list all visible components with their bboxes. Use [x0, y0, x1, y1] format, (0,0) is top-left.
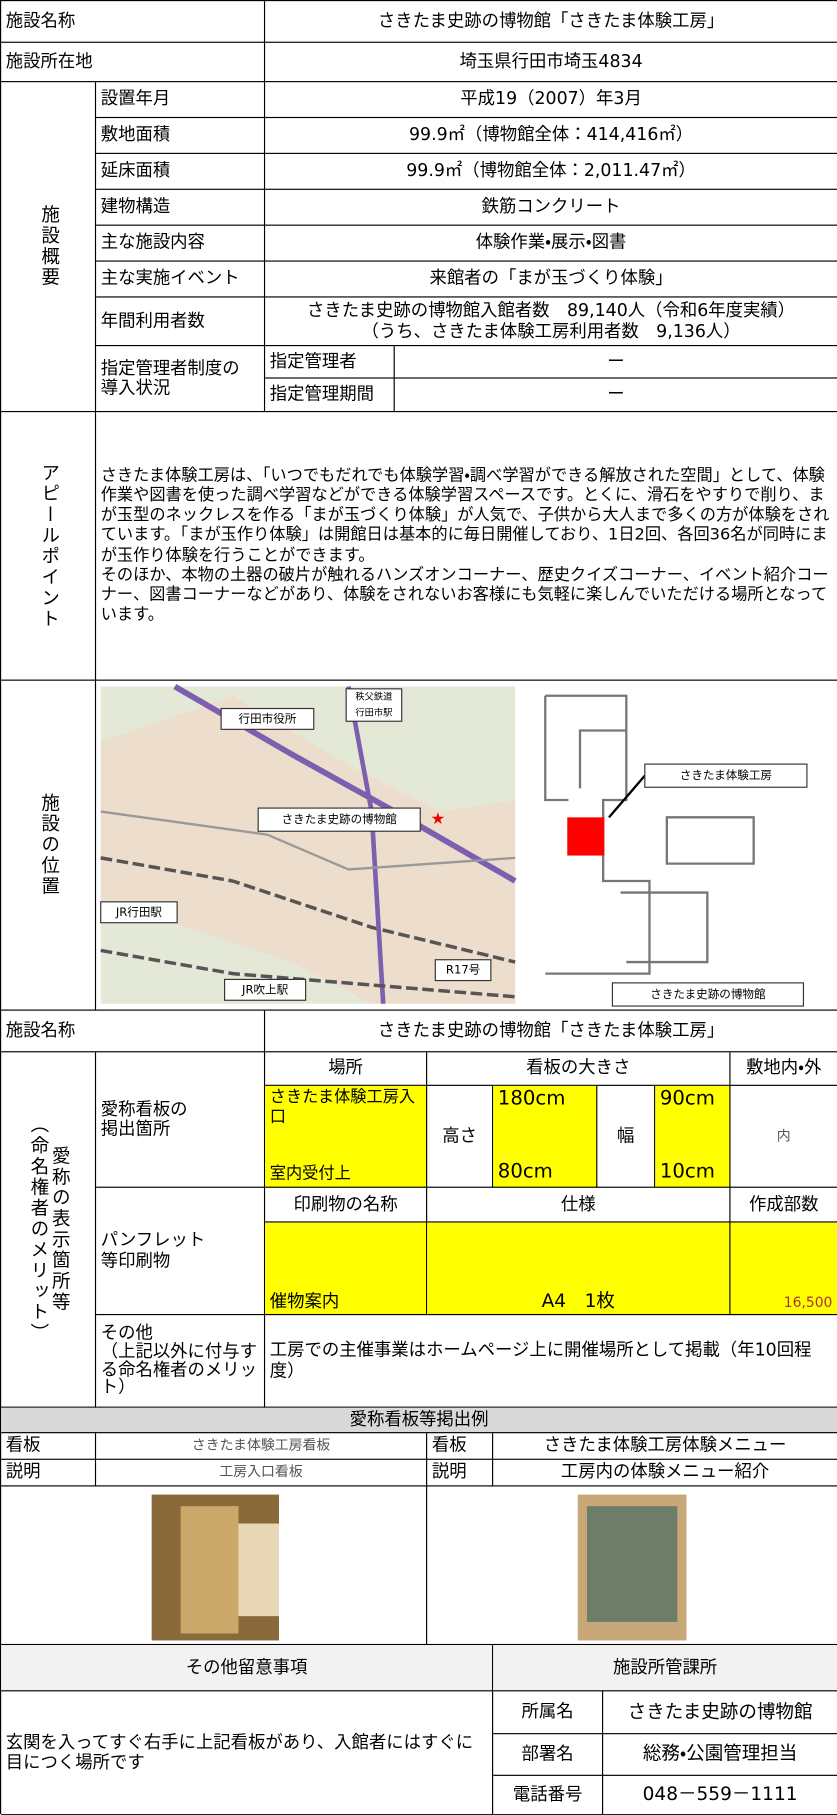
table-cell: 愛称看板等掲出例	[1, 1407, 837, 1434]
table-cell: 工房入口看板	[96, 1459, 428, 1487]
table-cell: 玄関を入ってすぐ右手に上記看板があり、入館者にはすぐに目につく場所です	[1, 1691, 494, 1815]
table-cell: ー	[394, 346, 837, 379]
table-cell: 16,500	[730, 1222, 837, 1316]
cell-text: 80cm	[497, 1160, 553, 1184]
table-cell: 平成19（2007）年3月	[265, 82, 837, 119]
table-cell: 主な施設内容	[96, 225, 266, 262]
table-cell: 施設所管課所	[493, 1645, 837, 1692]
table-cell: ー	[394, 379, 837, 413]
table-cell: 施設名称	[1, 1, 266, 43]
table-cell	[427, 1486, 837, 1646]
table-cell: 90cm 10cm	[655, 1085, 731, 1188]
table-cell: パンフレット 等印刷物	[96, 1187, 266, 1316]
table-cell: 施設所在地	[1, 42, 266, 83]
table-cell: 来館者の「まが玉づくり体験」	[265, 262, 837, 298]
table-cell: 99.9㎡（博物館全体：414,416㎡）	[265, 118, 837, 154]
table-cell: 説明	[427, 1459, 494, 1487]
table-cell: 指定管理期間	[265, 378, 395, 413]
table-cell: 作成部数	[730, 1188, 837, 1223]
table-cell: 埼玉県行田市埼玉4834	[265, 43, 837, 83]
table-cell: 催物案内	[265, 1222, 428, 1316]
cell-text: さきたま史跡の博物館入館者数 89,140人（令和6年度実績）	[307, 300, 796, 321]
table-cell	[1, 1486, 428, 1646]
table-cell: 愛称看板の 掲出箇所	[96, 1052, 266, 1188]
table-cell: 所属名	[493, 1691, 604, 1735]
table-cell: さきたま史跡の博物館	[603, 1691, 837, 1735]
table-cell: A4 1枚	[427, 1222, 731, 1316]
table-cell: さきたま史跡の博物館「さきたま体験工房」	[265, 1011, 837, 1053]
table-cell: 延床面積	[96, 153, 266, 190]
table-cell: 敷地面積	[96, 118, 266, 154]
table-cell: 施設概要	[1, 82, 97, 413]
table-cell: 場所	[265, 1052, 428, 1086]
table-cell: 施設の位置	[1, 680, 97, 1011]
table-cell: 看板	[1, 1433, 97, 1460]
table-cell: 体験作業・展示・図書	[265, 226, 837, 262]
table-cell: 内	[730, 1086, 837, 1188]
cell-text: 施設の位置	[37, 793, 60, 898]
cell-text: さきたま体験工房入口	[269, 1088, 416, 1127]
cell-text: 施設概要	[37, 204, 60, 289]
table-cell: 部署名	[493, 1734, 604, 1776]
table-cell: 電話番号	[493, 1775, 604, 1815]
table-cell: さきたま体験工房体験メニュー	[493, 1433, 837, 1460]
table-cell: 愛称の表示箇所等 （命名権者のメリット）	[1, 1052, 97, 1408]
table-cell: 指定管理者制度の 導入状況	[96, 346, 266, 413]
table-cell: 048－559－1111	[603, 1776, 837, 1815]
table-cell: 幅	[597, 1085, 656, 1188]
cell-text: 10cm	[659, 1160, 715, 1184]
table-cell: 設置年月	[96, 82, 266, 119]
table-cell	[96, 681, 837, 1011]
table-cell: 建物構造	[96, 189, 266, 226]
table-cell: 総務・公園管理担当	[603, 1734, 837, 1776]
cell-text: アピールポイント	[37, 462, 60, 630]
table-cell: 主な実施イベント	[96, 261, 266, 298]
table-cell: 指定管理者	[265, 346, 395, 379]
cell-text: 室内受付上	[269, 1164, 351, 1184]
table-cell: その他 （上記以外に付与する命名権者のメリット）	[96, 1315, 266, 1408]
table-cell: 仕様	[427, 1187, 731, 1223]
table-cell: さきたま体験工房は、「いつでもだれでも体験学習・調べ学習ができる解放された空間」…	[96, 412, 837, 681]
cell-text: 愛称の表示箇所等 （命名権者のメリット）	[27, 1114, 71, 1345]
table-cell: さきたま史跡の博物館「さきたま体験工房」	[265, 1, 837, 43]
table-cell: 敷地内・外	[730, 1052, 837, 1086]
table-cell: 看板の大きさ	[427, 1052, 731, 1086]
table-cell: 印刷物の名称	[265, 1187, 428, 1223]
table-cell: 説明	[1, 1459, 97, 1487]
cell-text: 90cm	[659, 1087, 715, 1111]
table-cell: 工房での主催事業はホームページ上に開催場所として掲載（年10回程度）	[265, 1315, 837, 1408]
table-cell: 工房内の体験メニュー紹介	[493, 1460, 837, 1487]
table-cell: 看板	[427, 1433, 494, 1460]
table-cell: さきたま体験工房看板	[96, 1433, 428, 1460]
table-cell: 施設名称	[1, 1010, 266, 1053]
table-cell: 年間利用者数	[96, 297, 266, 347]
table-cell: 鉄筋コンクリート	[265, 190, 837, 226]
cell-text: 180cm	[497, 1087, 566, 1111]
table-cell: さきたま史跡の博物館入館者数 89,140人（令和6年度実績） （うち、さきたま体…	[265, 298, 837, 347]
cell-text: （うち、さきたま体験工房利用者数 9,136人）	[361, 320, 741, 341]
table-cell: アピールポイント	[1, 412, 97, 681]
table-cell: 高さ	[427, 1085, 494, 1188]
table-cell: 180cm 80cm	[493, 1085, 598, 1188]
table-cell: さきたま体験工房入口室内受付上	[265, 1085, 428, 1188]
table-cell: 99.9㎡（博物館全体：2,011.47㎡）	[265, 154, 837, 190]
table-cell: その他留意事項	[1, 1645, 494, 1692]
